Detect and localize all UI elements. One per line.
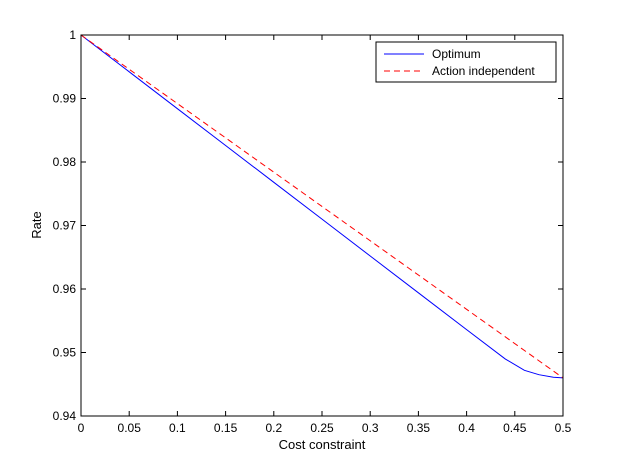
y-tick-label: 0.96: [53, 282, 77, 296]
x-tick-label: 0.45: [503, 421, 527, 435]
y-tick-label: 0.99: [53, 92, 77, 106]
x-tick-label: 0.3: [362, 421, 379, 435]
y-tick-label: 0.97: [53, 219, 77, 233]
x-tick-label: 0.05: [118, 421, 142, 435]
x-tick-label: 0.25: [310, 421, 334, 435]
x-tick-label: 0.1: [169, 421, 186, 435]
legend-label-action-independent: Action independent: [432, 64, 535, 78]
plot-area: [81, 35, 563, 416]
legend-box: [375, 41, 557, 83]
x-tick-label: 0: [78, 421, 85, 435]
x-tick-label: 0.35: [407, 421, 431, 435]
legend: Optimum Action independent: [375, 41, 557, 83]
ticks-layer: 0 0.05 0.1 0.15 0.2 0.25 0.3 0.35 0.4 0.45 0.5 0.94…: [53, 28, 572, 435]
x-tick-label: 0.2: [265, 421, 282, 435]
plot-frame: [80, 34, 564, 417]
y-tick-label: 0.94: [53, 409, 77, 423]
x-tick-label: 0.15: [214, 421, 238, 435]
y-tick-label: 0.95: [53, 346, 77, 360]
y-axis-label: Rate: [29, 211, 44, 238]
x-tick-label: 0.4: [458, 421, 475, 435]
series-line-optimum: [80, 34, 564, 379]
x-tick-label: 0.5: [555, 421, 572, 435]
x-axis-label: Cost constraint: [279, 437, 366, 452]
legend-label-optimum: Optimum: [432, 47, 481, 61]
series-layer: [80, 34, 564, 379]
y-tick-label: 1: [69, 28, 76, 42]
series-line-action-independent: [80, 34, 564, 379]
y-tick-label: 0.98: [53, 155, 77, 169]
